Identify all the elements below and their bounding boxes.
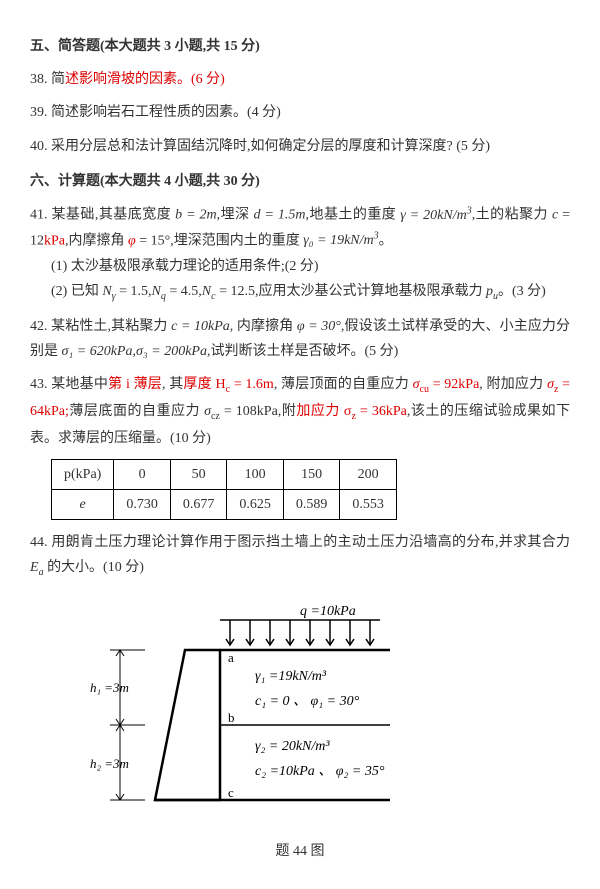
q41-eq3: γ = 20kN/m3 [400,208,471,223]
q39-text: 简述影响岩石工程性质的因素。(4 分) [51,105,281,120]
q41-t5: ,内摩擦角 [65,233,128,248]
q38: 38. 简述影响滑坡的因素。(6 分) [30,67,570,92]
q41-eq1: b = 2m [175,208,217,223]
svg-text:b: b [228,710,235,725]
q43: 43. 某地基中第 i 薄层, 其厚度 Hc = 1.6m, 薄层顶面的自重应力… [30,372,570,451]
q41-t4: ,土的粘聚力 [472,208,552,223]
table-row: p(kPa) 0 50 100 150 200 [52,459,397,489]
q41-eq4b: = [558,208,570,223]
q41-t1: 某基础,其基底宽度 [51,208,175,223]
svg-text:h₂ =3m: h₂ =3m [90,756,129,771]
section5-title: 五、简答题(本大题共 3 小题,共 15 分) [30,34,570,59]
svg-text:h₁ =3m: h₁ =3m [90,680,129,695]
q41-sub1: (1) 太沙基极限承载力理论的适用条件;(2 分) [51,254,570,279]
q40-text: 采用分层总和法计算固结沉降时,如何确定分层的厚度和计算深度? (5 分) [51,139,490,154]
q44: 44. 用朗肯土压力理论计算作用于图示挡土墙上的主动土压力沿墙高的分布,并求其合… [30,530,570,582]
q41: 41. 某基础,其基底宽度 b = 2m,埋深 d = 1.5m,地基土的重度 … [30,202,570,306]
q40-num: 40. [30,139,48,154]
q44-num: 44. [30,535,48,550]
q41-t6: = 15°,埋深范围内土的重度 [136,233,304,248]
table-row: e 0.730 0.677 0.625 0.589 0.553 [52,489,397,519]
q41-l2v: 12 [30,233,44,248]
q43-num: 43. [30,377,48,392]
q41-t7: 。 [379,233,393,248]
q44-figure: q =10kPa a b c γ₁ =19kN/m³ c₁ = 0 、 φ₁ =… [30,600,570,829]
q41-red1: kPa [44,233,65,248]
q41-num: 41. [30,208,48,223]
q41-eq2: d = 1.5m [254,208,306,223]
q41-t3: ,地基土的重度 [306,208,401,223]
q40: 40. 采用分层总和法计算固结沉降时,如何确定分层的厚度和计算深度? (5 分) [30,134,570,159]
q42: 42. 某粘性土,其粘聚力 c = 10kPa, 内摩擦角 φ = 30°,假设… [30,314,570,364]
q42-num: 42. [30,319,48,334]
section6-title: 六、计算题(本大题共 4 小题,共 30 分) [30,169,570,194]
q38-pre: 简 [51,72,65,87]
svg-text:a: a [228,650,234,665]
svg-text:γ₂ = 20kN/m³: γ₂ = 20kN/m³ [255,739,330,754]
q41-sub2: (2) 已知 Nγ = 1.5,Nq = 4.5,Nc = 12.5,应用太沙基… [51,279,570,306]
q41-red2: φ [128,233,136,248]
svg-text:c: c [228,785,234,800]
q39: 39. 简述影响岩石工程性质的因素。(4 分) [30,100,570,125]
q41-t2: ,埋深 [217,208,254,223]
q38-red: 述影响滑坡的因素。(6 分) [65,72,225,87]
q44-caption: 题 44 图 [30,839,570,864]
q38-num: 38. [30,72,48,87]
fig-q-label: q =10kPa [300,604,356,619]
svg-text:γ₁ =19kN/m³: γ₁ =19kN/m³ [255,669,327,684]
q43-table: p(kPa) 0 50 100 150 200 e 0.730 0.677 0.… [51,459,397,520]
svg-text:c₂ =10kPa 、 φ₂ = 35°: c₂ =10kPa 、 φ₂ = 35° [255,764,385,779]
svg-text:c₁ = 0 、 φ₁ = 30°: c₁ = 0 、 φ₁ = 30° [255,694,360,709]
q39-num: 39. [30,105,48,120]
q41-eq5: γ₀ = 19kN/m3 [303,233,378,248]
